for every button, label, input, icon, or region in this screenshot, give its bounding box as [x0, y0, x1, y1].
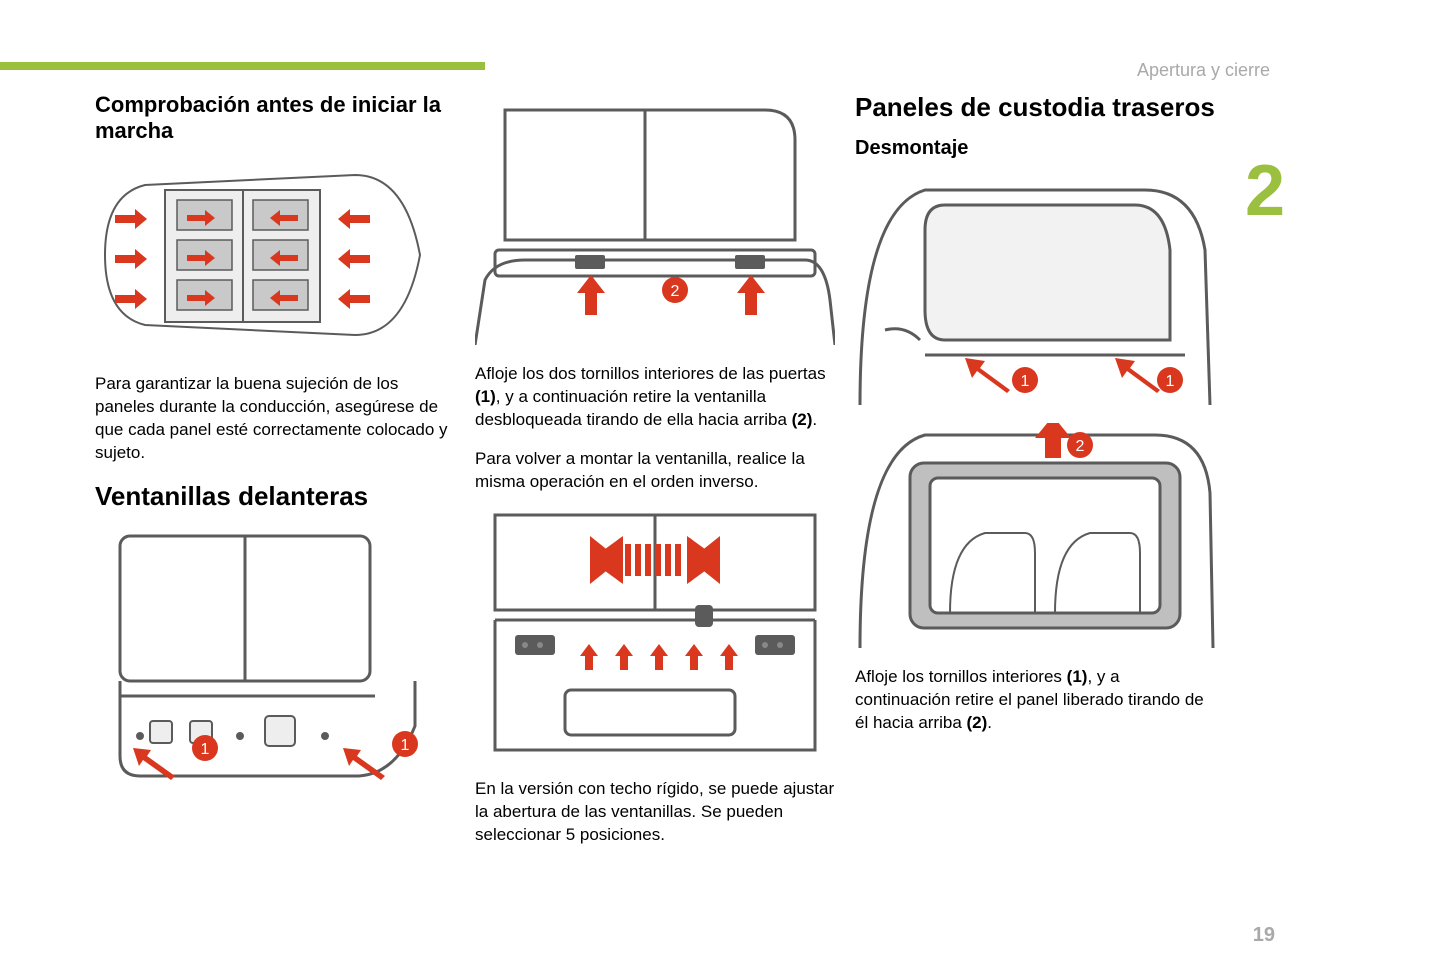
paragraph-rear-instructions: Afloje los tornillos interiores (1), y a… — [855, 666, 1215, 735]
column-2: 2 Afloje los dos tornillos interiores de… — [475, 92, 835, 863]
page-number: 19 — [1253, 924, 1275, 947]
column-1: Comprobación antes de iniciar la marcha — [95, 92, 455, 804]
header-accent-bar — [0, 62, 485, 70]
section-label: Apertura y cierre — [1137, 60, 1270, 81]
paragraph-loosen-screws: Afloje los dos tornillos interiores de l… — [475, 363, 835, 432]
figure-rear-panel-lift: 2 — [855, 423, 1215, 648]
figure-window-slide-adjust — [475, 510, 835, 760]
heading-rear-panels: Paneles de custodia traseros — [855, 92, 1215, 123]
callout-1a: 1 — [201, 741, 210, 758]
paragraph-panel-secure: Para garantizar la buena sujeción de los… — [95, 373, 455, 465]
callout-1b: 1 — [401, 737, 410, 754]
heading-check-before-drive: Comprobación antes de iniciar la marcha — [95, 92, 455, 145]
callout-r1b: 1 — [1166, 373, 1175, 390]
paragraph-reassemble: Para volver a montar la ventanilla, real… — [475, 448, 835, 494]
figure-front-window-door: 1 1 — [95, 526, 435, 786]
callout-r1a: 1 — [1021, 373, 1030, 390]
chapter-number: 2 — [1245, 150, 1285, 232]
heading-front-windows: Ventanillas delanteras — [95, 481, 455, 512]
figure-rear-panel-screws: 1 1 — [855, 170, 1215, 405]
column-3: Paneles de custodia traseros Desmontaje … — [855, 92, 1215, 751]
callout-2: 2 — [671, 283, 680, 300]
figure-vehicle-top-view — [95, 155, 425, 355]
callout-r2: 2 — [1076, 438, 1085, 455]
paragraph-hardtop-positions: En la versión con techo rígido, se puede… — [475, 778, 835, 847]
figure-window-remove-up: 2 — [475, 100, 835, 345]
heading-dismount: Desmontaje — [855, 137, 1215, 160]
